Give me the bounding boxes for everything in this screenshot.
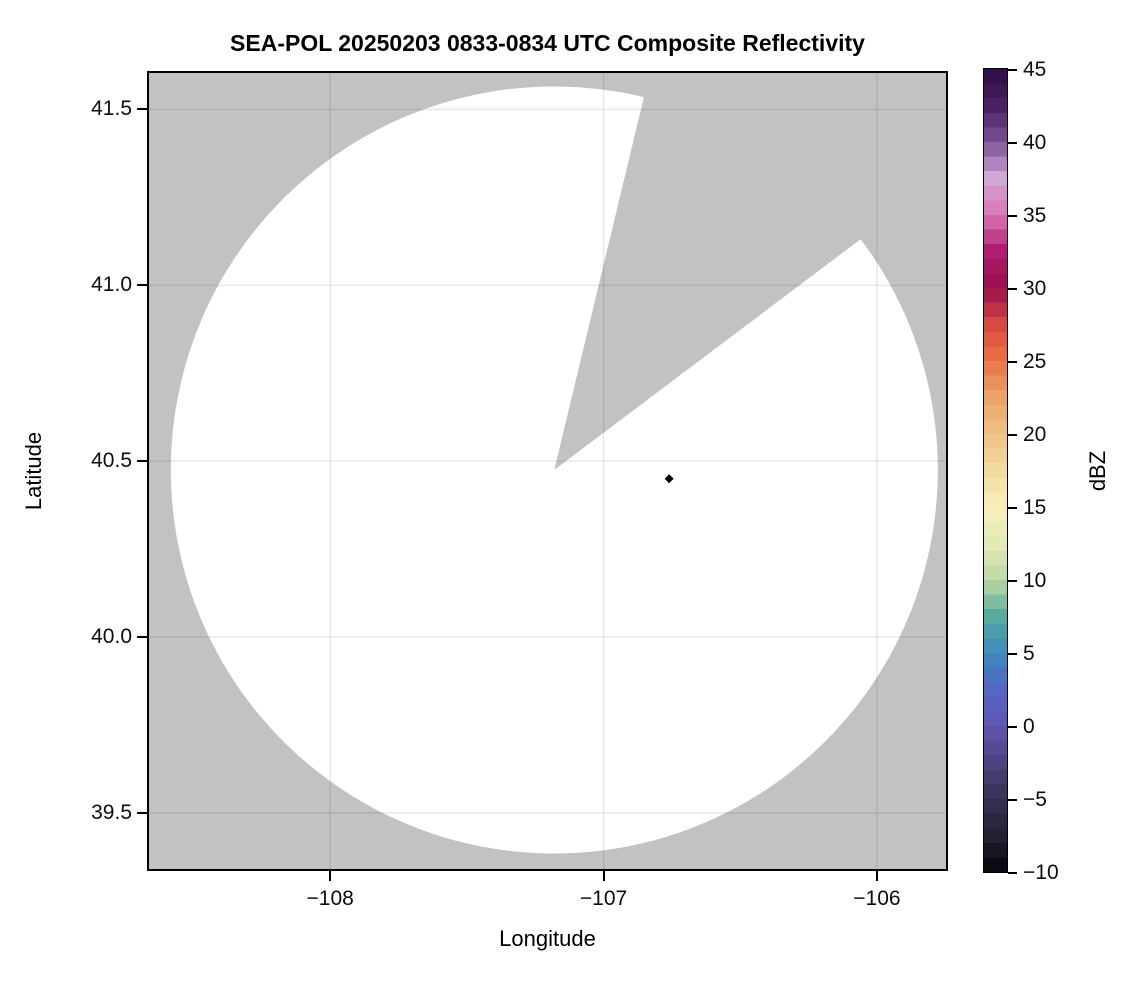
chart-title: SEA-POL 20250203 0833-0834 UTC Composite… (230, 30, 865, 56)
colorbar-tick-mark (1008, 288, 1017, 290)
colorbar-tick-label: 25 (1023, 350, 1047, 373)
x-axis-title: Longitude (499, 926, 596, 951)
colorbar-tick-label: 35 (1023, 204, 1047, 227)
x-tick-mark (602, 871, 605, 881)
y-axis-title: Latitude (21, 431, 46, 511)
colorbar-tick-label: 15 (1023, 496, 1047, 519)
radar-plot-area (147, 71, 948, 871)
y-tick-label: 40.0 (91, 625, 132, 649)
site-marker-diamond (664, 474, 674, 484)
colorbar (983, 68, 1009, 874)
x-tick-label: −108 (306, 887, 354, 910)
colorbar-tick-label: 45 (1023, 58, 1047, 81)
y-tick-mark (137, 636, 147, 639)
y-tick-label: 41.0 (91, 273, 132, 297)
y-tick-mark (137, 811, 147, 814)
colorbar-tick-label: 5 (1023, 642, 1035, 665)
colorbar-title: dBZ (1085, 450, 1110, 492)
colorbar-tick-label: −10 (1023, 861, 1059, 884)
plot-border (147, 71, 948, 871)
colorbar-tick-mark (1008, 726, 1017, 728)
colorbar-gradient (984, 69, 1008, 873)
y-tick-label: 39.5 (91, 800, 132, 824)
colorbar-tick-mark (1008, 142, 1017, 144)
x-tick-mark (875, 871, 878, 881)
colorbar-tick-mark (1008, 799, 1017, 801)
colorbar-tick-label: 20 (1023, 423, 1047, 446)
radar-coverage-area (170, 86, 938, 854)
colorbar-tick-mark (1008, 507, 1017, 509)
colorbar-tick-label: −5 (1023, 788, 1047, 811)
y-tick-mark (137, 460, 147, 463)
colorbar-tick-label: 10 (1023, 569, 1047, 592)
y-tick-label: 40.5 (91, 449, 132, 473)
y-tick-label: 41.5 (91, 97, 132, 121)
x-tick-label: −106 (853, 887, 901, 910)
colorbar-tick-mark (1008, 872, 1017, 874)
x-tick-mark (329, 871, 332, 881)
colorbar-tick-mark (1008, 215, 1017, 217)
colorbar-tick-label: 0 (1023, 715, 1035, 738)
colorbar-tick-mark (1008, 434, 1017, 436)
colorbar-tick-label: 30 (1023, 277, 1047, 300)
colorbar-tick-mark (1008, 361, 1017, 363)
colorbar-tick-mark (1008, 69, 1017, 71)
y-tick-mark (137, 284, 147, 287)
colorbar-tick-label: 40 (1023, 131, 1047, 154)
colorbar-tick-mark (1008, 653, 1017, 655)
y-tick-mark (137, 108, 147, 111)
colorbar-tick-mark (1008, 580, 1017, 582)
x-tick-label: −107 (579, 887, 628, 910)
